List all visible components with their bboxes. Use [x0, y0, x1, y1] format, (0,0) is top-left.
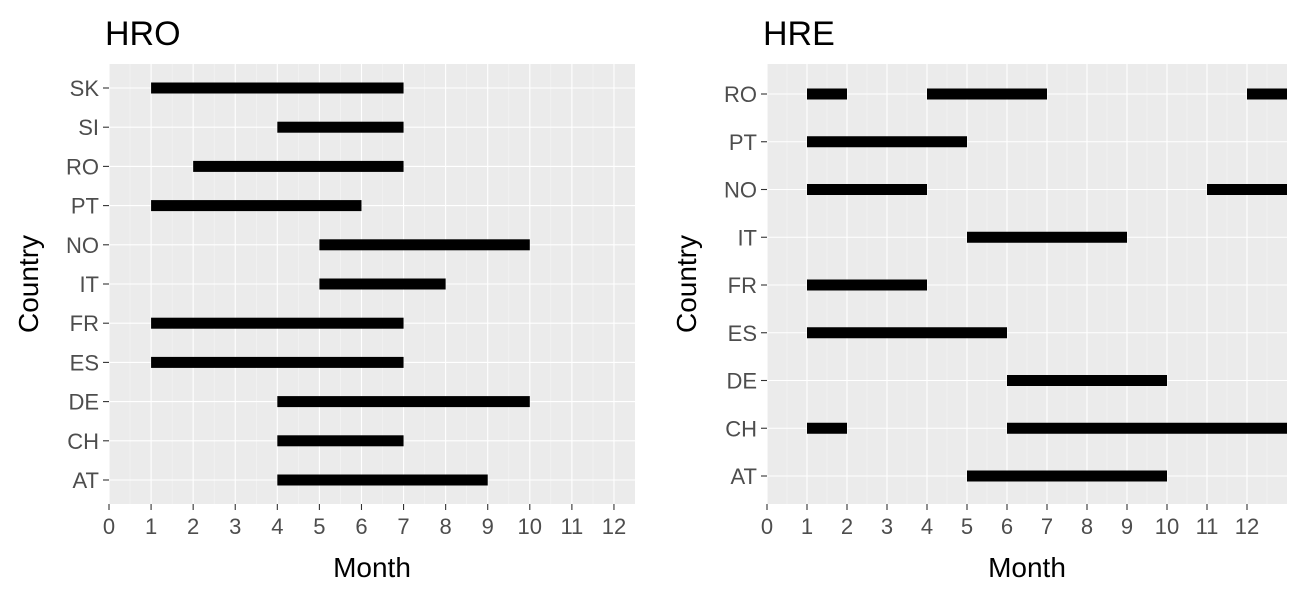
y-tick-label: RO	[66, 154, 99, 179]
y-tick-label: IT	[79, 272, 99, 297]
x-tick-label: 6	[1001, 514, 1013, 539]
range-bar-ro	[807, 88, 847, 100]
x-tick-label: 5	[313, 514, 325, 539]
x-tick-label: 6	[355, 514, 367, 539]
range-bar-at	[277, 474, 488, 486]
range-bar-no	[1207, 184, 1287, 195]
chart-title: HRO	[105, 15, 181, 53]
range-bar-pt	[151, 200, 362, 212]
x-tick-label: 11	[560, 514, 583, 539]
x-tick-label: 4	[271, 514, 283, 539]
x-axis-label: Month	[988, 552, 1066, 583]
range-bar-de	[1007, 375, 1167, 386]
y-tick-label: CH	[67, 429, 99, 454]
x-tick-label: 0	[103, 514, 115, 539]
y-tick-label: AT	[731, 464, 757, 489]
range-bar-fr	[807, 279, 927, 291]
chart-title: HRE	[763, 15, 835, 53]
range-bar-pt	[807, 136, 967, 148]
y-tick-label: PT	[71, 194, 99, 219]
x-tick-label: 10	[518, 514, 542, 539]
range-bar-sk	[151, 82, 404, 94]
x-tick-label: 7	[397, 514, 409, 539]
y-tick-label: DE	[726, 369, 757, 394]
x-tick-label: 2	[841, 514, 853, 539]
x-tick-label: 7	[1041, 514, 1053, 539]
range-bar-si	[277, 121, 404, 133]
range-bar-ro	[927, 88, 1047, 100]
range-bar-es	[807, 327, 1007, 339]
range-bar-ro	[193, 160, 404, 172]
x-axis-label: Month	[333, 552, 411, 583]
y-axis-label: Country	[13, 235, 44, 333]
range-bar-it	[319, 278, 446, 290]
y-tick-label: CH	[725, 416, 757, 441]
x-tick-label: 9	[1121, 514, 1133, 539]
x-tick-label: 10	[1155, 514, 1179, 539]
range-bar-no	[807, 184, 927, 195]
y-tick-label: NO	[724, 178, 757, 203]
x-tick-label: 3	[229, 514, 241, 539]
x-tick-label: 9	[482, 514, 494, 539]
y-tick-label: PT	[729, 130, 757, 155]
y-tick-label: SK	[70, 76, 100, 101]
range-bar-es	[151, 356, 404, 368]
range-bar-at	[967, 470, 1167, 482]
x-tick-label: 4	[921, 514, 933, 539]
x-tick-label: 12	[1235, 514, 1259, 539]
x-tick-label: 3	[881, 514, 893, 539]
y-tick-label: ES	[728, 321, 757, 346]
x-tick-label: 8	[440, 514, 452, 539]
range-bar-ch	[1007, 422, 1287, 434]
x-tick-label: 1	[145, 514, 157, 539]
range-bar-ch	[807, 422, 847, 434]
range-bar-fr	[151, 317, 404, 329]
x-tick-label: 0	[761, 514, 773, 539]
x-tick-label: 11	[1196, 514, 1219, 539]
range-bar-no	[319, 239, 530, 251]
y-tick-label: FR	[70, 311, 99, 336]
y-tick-label: FR	[728, 273, 757, 298]
y-tick-label: SI	[78, 115, 99, 140]
x-tick-label: 2	[187, 514, 199, 539]
x-tick-label: 5	[961, 514, 973, 539]
x-tick-label: 12	[602, 514, 626, 539]
y-tick-label: DE	[68, 390, 99, 415]
x-tick-label: 1	[801, 514, 813, 539]
range-bar-ch	[277, 435, 404, 447]
y-tick-label: IT	[737, 225, 757, 250]
x-tick-label: 8	[1081, 514, 1093, 539]
y-tick-label: AT	[73, 468, 99, 493]
y-axis-label: Country	[671, 235, 702, 333]
range-bar-ro	[1247, 88, 1287, 100]
y-tick-label: ES	[70, 350, 99, 375]
y-tick-label: RO	[724, 82, 757, 107]
range-bar-de	[277, 396, 530, 408]
range-bar-it	[967, 231, 1127, 243]
y-tick-label: NO	[66, 233, 99, 258]
